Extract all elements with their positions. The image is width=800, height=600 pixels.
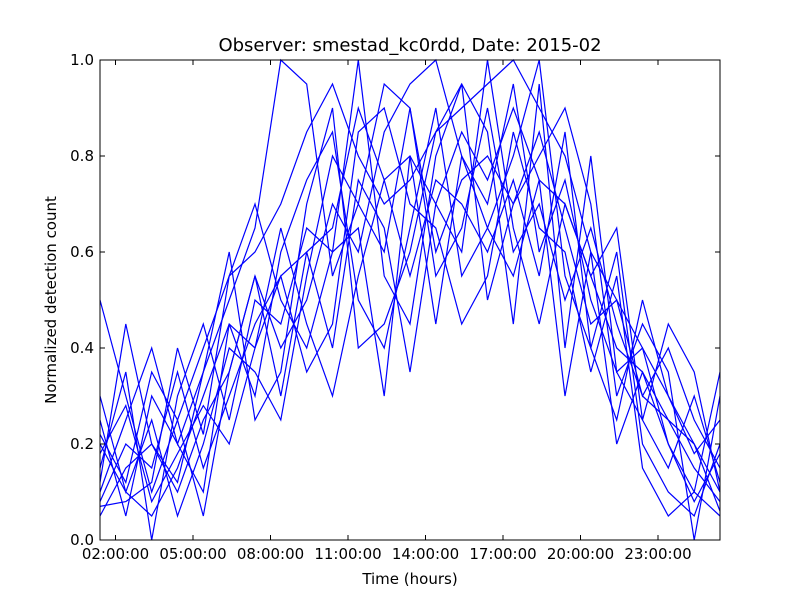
y-axis-ticks: 0.0 0.2 0.4 0.6 0.8 1.0 [70,51,720,549]
x-tick-label: 08:00:00 [237,545,304,563]
series-line-6 [99,59,721,541]
x-tick-label: 23:00:00 [624,545,691,563]
plot-area [100,60,720,540]
x-tick-label: 17:00:00 [469,545,536,563]
plot-frame [99,59,721,541]
x-axis-label: Time (hours) [361,570,457,588]
x-tick-label: 20:00:00 [547,545,614,563]
chart-title: Observer: smestad_kc0rdd, Date: 2015-02 [218,35,601,56]
y-tick-label: 0.4 [70,339,94,357]
series-line-10 [99,82,721,503]
series-line-12 [99,155,721,512]
x-axis-ticks: 02:00:00 05:00:00 08:00:00 11:00:00 14:00:00… [82,60,692,563]
x-tick-label: 05:00:00 [159,545,226,563]
x-tick-label: 14:00:00 [392,545,459,563]
x-tick-label: 11:00:00 [314,545,381,563]
series-line-11 [99,59,721,517]
series-line-8 [99,106,721,517]
y-tick-label: 0.2 [70,435,94,453]
y-axis-label: Normalized detection count [42,196,60,404]
y-tick-label: 1.0 [70,51,94,69]
series-line-7 [99,107,721,519]
y-tick-label: 0.0 [70,531,94,549]
x-tick-label: 02:00:00 [82,545,149,563]
y-tick-label: 0.8 [70,147,94,165]
series-line-5 [99,59,721,518]
y-tick-label: 0.6 [70,243,94,261]
series-line-9 [99,131,721,504]
series-layer [99,58,721,541]
